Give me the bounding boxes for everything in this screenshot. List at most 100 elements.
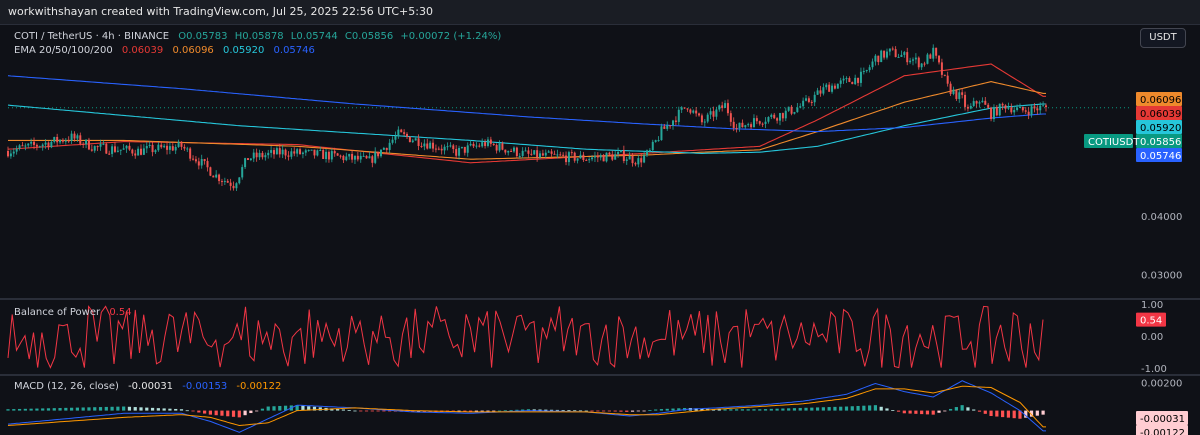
macd-hist-value: -0.00122 [236, 381, 282, 392]
macd-hist-bar [266, 406, 270, 411]
macd-hist-bar [64, 407, 68, 411]
candle-body [278, 148, 281, 155]
macd-hist-bar [12, 409, 16, 411]
macd-hist-bar [359, 410, 363, 412]
macd-hist-bar [469, 410, 473, 412]
candle-body [492, 143, 495, 145]
candle-body [166, 145, 169, 150]
candle-body [643, 155, 646, 163]
macd-hist-bar [237, 410, 241, 418]
macd-hist-bar [122, 406, 126, 411]
candle-body [507, 150, 510, 153]
candle-body [637, 158, 640, 165]
candle-body [573, 152, 576, 161]
credit-text: workwithshayan created with TradingView.… [8, 5, 433, 18]
candle-body [712, 111, 715, 117]
macd-hist-bar [416, 410, 421, 412]
last-price-tag-bg [1136, 134, 1182, 148]
candle-body [258, 152, 261, 158]
macd-hist-bar [758, 409, 762, 411]
candle-body [131, 149, 134, 154]
candle-body [504, 149, 507, 153]
macd-hist-bar [977, 410, 982, 412]
candle-body [316, 150, 319, 156]
ema20-tag-text: 0.06039 [1140, 109, 1181, 120]
candle-body [90, 149, 93, 151]
macd-hist-bar [376, 410, 380, 412]
candle-body [223, 180, 226, 182]
candle-body [562, 154, 565, 156]
candle-body [212, 175, 215, 178]
candle-body [374, 151, 377, 163]
macd-hist-bar [723, 409, 727, 411]
macd-hist-bar [625, 410, 629, 412]
candle-body [168, 146, 171, 150]
macd-hist-bar [145, 407, 149, 411]
open-value: 0.05783 [186, 31, 228, 42]
candle-body [377, 151, 380, 157]
macd-hist-bar [810, 407, 814, 411]
macd-hist-bar [642, 410, 646, 412]
candle-body [310, 149, 313, 151]
signal-tag: -0.00122 [1136, 425, 1188, 435]
candle-body [371, 156, 374, 163]
candle-body [588, 159, 591, 161]
candle-body [984, 100, 987, 105]
candle-body [200, 159, 203, 166]
candle-body [709, 111, 712, 115]
bop-legend: Balance of Power 0.54 [14, 307, 132, 318]
macd-hist-bar [885, 408, 889, 411]
candle-body [145, 146, 148, 149]
candle-body [698, 113, 701, 116]
macd-hist-bar [330, 408, 334, 411]
macd-hist-bar [214, 410, 218, 416]
candle-body [64, 140, 67, 142]
candle-body [299, 149, 302, 155]
candle-body [515, 147, 518, 156]
candle-body [93, 146, 96, 151]
candle-body [290, 151, 293, 157]
candle-body [50, 141, 53, 148]
candle-body [695, 110, 698, 114]
macd-hist-bar [590, 410, 594, 412]
candle-body [851, 81, 854, 85]
bop-label: Balance of Power [14, 307, 101, 318]
currency-button[interactable]: USDT [1140, 28, 1186, 48]
low-label: L [290, 31, 297, 42]
ema20-value: 0.06039 [121, 45, 164, 56]
candle-body [330, 151, 333, 160]
candle-body [810, 101, 813, 103]
candle-body [752, 118, 755, 128]
candle-body [871, 61, 874, 68]
macd-hist-bar [503, 410, 507, 412]
candle-body [891, 48, 894, 50]
candle-body [903, 52, 906, 55]
candle-body [932, 47, 935, 59]
change-value: +0.00072 (+1.24%) [400, 31, 502, 42]
candle-body [446, 146, 449, 148]
candle-body [605, 152, 608, 162]
macd-hist-bar [341, 409, 345, 411]
candle-body [1033, 106, 1036, 109]
macd-hist-bar [781, 408, 785, 411]
candle-body [669, 125, 672, 127]
candle-body [336, 153, 339, 156]
candle-body [226, 180, 229, 183]
candle-body [452, 145, 455, 150]
candle-body [741, 122, 744, 128]
candle-body [961, 92, 964, 95]
candle-body [220, 181, 223, 183]
macd-hist-bar [411, 410, 415, 412]
bop-tick-label: -1.00 [1141, 364, 1167, 375]
macd-hist-bar [602, 410, 606, 412]
candle-body [825, 84, 828, 88]
candle-body [41, 144, 44, 147]
candle-body [521, 150, 524, 156]
candle-body [634, 163, 637, 165]
macd-hist-bar [208, 410, 212, 415]
candle-body [443, 146, 446, 151]
candle-body [868, 67, 871, 71]
candle-body [163, 145, 166, 148]
ema200-tag-text: 0.05746 [1140, 151, 1181, 162]
